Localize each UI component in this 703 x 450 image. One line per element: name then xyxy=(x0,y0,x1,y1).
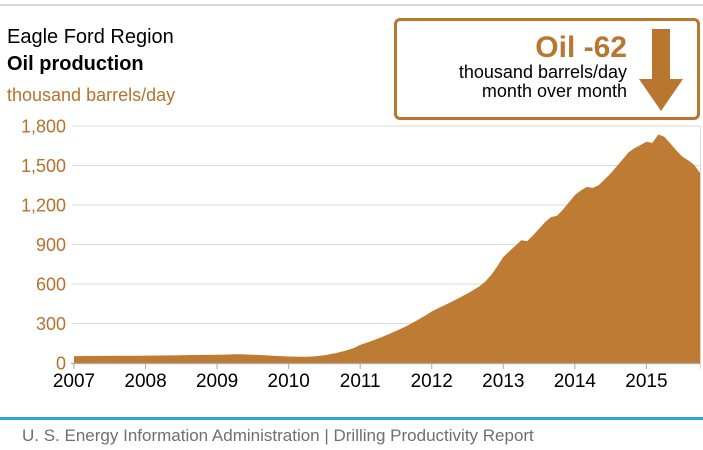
x-tick-label-2014: 2014 xyxy=(554,371,597,392)
change-headline: Oil -62 xyxy=(535,31,627,64)
y-tick-label-900: 900 xyxy=(36,235,66,255)
x-tick-label-2010: 2010 xyxy=(268,371,310,392)
footer-divider xyxy=(0,417,703,420)
change-callout-text: Oil -62 thousand barrels/day month over … xyxy=(397,21,639,101)
change-period: month over month xyxy=(481,81,627,101)
metric-title: Oil production xyxy=(7,53,144,75)
down-arrow-icon xyxy=(639,29,683,111)
footer-attribution: U. S. Energy Information Administration … xyxy=(22,426,534,445)
x-tick-label-2015: 2015 xyxy=(625,371,667,392)
y-tick-label-600: 600 xyxy=(36,275,66,295)
y-axis-units-label: thousand barrels/day xyxy=(7,85,176,105)
x-tick-label-2007: 2007 xyxy=(53,371,95,392)
y-tick-label-1,500: 1,500 xyxy=(21,156,66,176)
y-tick-label-1,800: 1,800 xyxy=(21,117,66,137)
change-callout-box: Oil -62 thousand barrels/day month over … xyxy=(394,18,700,120)
top-divider xyxy=(0,4,703,6)
region-title: Eagle Ford Region xyxy=(7,26,174,48)
x-tick-label-2012: 2012 xyxy=(411,371,453,392)
y-tick-label-1,200: 1,200 xyxy=(21,196,66,216)
x-tick-label-2011: 2011 xyxy=(340,371,381,392)
x-tick-label-2009: 2009 xyxy=(196,371,238,392)
chart-title: Eagle Ford Region Oil production xyxy=(7,24,174,78)
y-tick-label-300: 300 xyxy=(36,314,66,334)
change-units: thousand barrels/day xyxy=(458,62,627,82)
x-tick-label-2013: 2013 xyxy=(482,371,524,392)
y-tick-label-0: 0 xyxy=(56,354,66,374)
oil-production-area-series xyxy=(74,134,701,363)
x-tick-label-2008: 2008 xyxy=(124,371,166,392)
